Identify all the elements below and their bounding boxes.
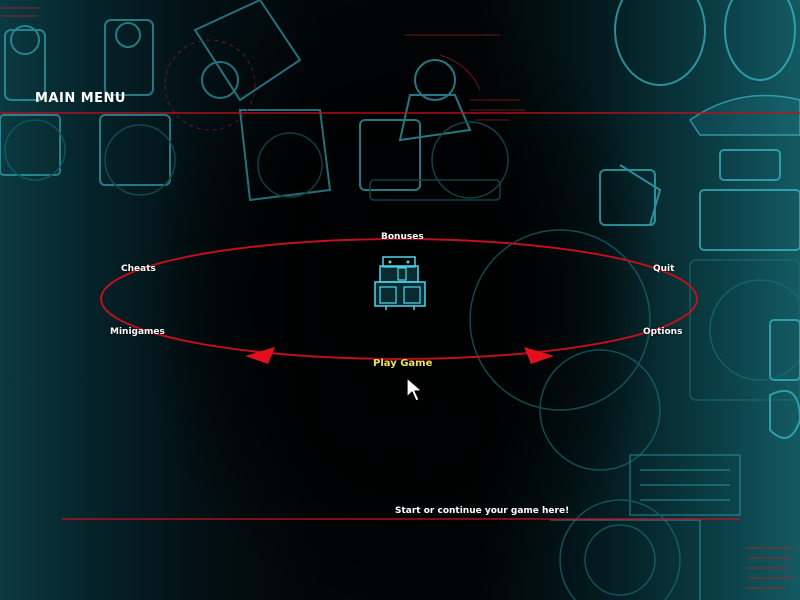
menu-item-description: Start or continue your game here! [395,506,570,516]
menu-item-minigames[interactable]: Minigames [110,327,165,337]
menu-item-quit[interactable]: Quit [653,264,675,274]
menu-title: MAIN MENU [35,91,126,106]
menu-item-bonuses[interactable]: Bonuses [381,232,424,242]
menu-item-play-game[interactable]: Play Game [373,358,433,369]
mouse-cursor-icon [406,377,423,402]
robot-icon [374,256,426,310]
ring-arrow-right [524,347,554,364]
menu-item-options[interactable]: Options [643,327,683,337]
menu-item-cheats[interactable]: Cheats [121,264,156,274]
ring-arrow-left [245,347,275,364]
menu-ring [100,238,698,360]
